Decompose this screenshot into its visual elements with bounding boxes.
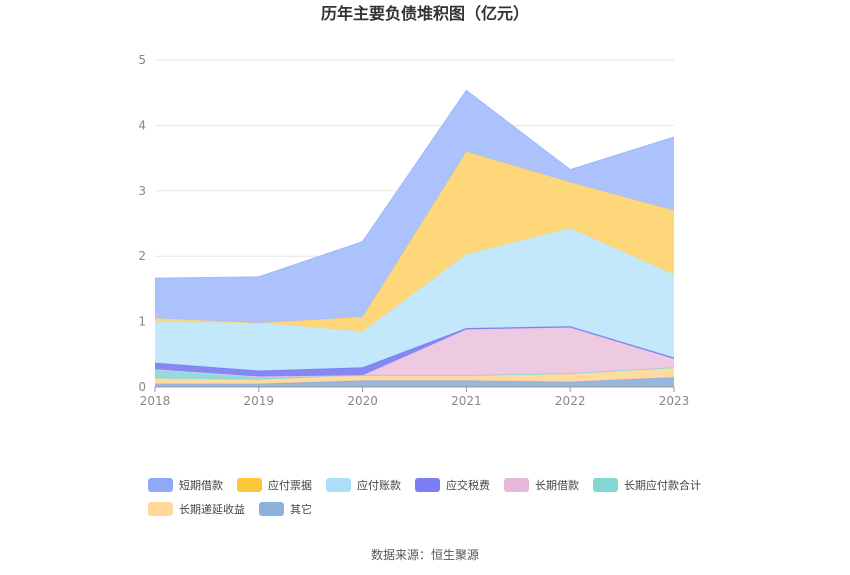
legend-label: 长期应付款合计 bbox=[624, 479, 701, 492]
legend-swatch bbox=[415, 478, 440, 492]
x-tick-label: 2020 bbox=[347, 394, 378, 408]
axes: 0 1 2 3 4 5 2018 2019 2020 2021 2022 2023 bbox=[138, 53, 689, 408]
x-tick-label: 2018 bbox=[140, 394, 171, 408]
area-series bbox=[155, 228, 674, 371]
chart-title: 历年主要负债堆积图（亿元） bbox=[321, 4, 529, 23]
legend: 短期借款 应付票据 应付账款 应交税费 长期借款 长期应付款合计 长期递延收益 bbox=[148, 473, 748, 521]
y-tick-label: 0 bbox=[138, 380, 146, 394]
legend-item-accounts-payable[interactable]: 应付账款 bbox=[326, 477, 401, 493]
y-tick-label: 2 bbox=[138, 249, 146, 263]
legend-label: 其它 bbox=[290, 503, 312, 516]
series-line bbox=[154, 89, 675, 280]
legend-swatch bbox=[148, 478, 173, 492]
legend-swatch bbox=[593, 478, 618, 492]
legend-item-short-term-loans[interactable]: 短期借款 bbox=[148, 477, 223, 493]
y-tick-label: 1 bbox=[138, 315, 146, 329]
legend-swatch bbox=[148, 502, 173, 516]
legend-swatch bbox=[326, 478, 351, 492]
data-source-note: 数据来源：恒生聚源 bbox=[370, 548, 479, 562]
x-tick-label: 2022 bbox=[555, 394, 586, 408]
legend-label: 短期借款 bbox=[179, 479, 223, 492]
area-series bbox=[155, 90, 674, 323]
legend-label: 应交税费 bbox=[446, 479, 490, 492]
y-tick-label: 3 bbox=[138, 184, 146, 198]
legend-label: 长期递延收益 bbox=[179, 503, 245, 516]
legend-swatch bbox=[259, 502, 284, 516]
y-tick-label: 5 bbox=[138, 53, 146, 67]
legend-swatch bbox=[237, 478, 262, 492]
legend-row-2: 长期递延收益 其它 bbox=[148, 497, 748, 521]
area-series bbox=[155, 327, 674, 377]
legend-swatch bbox=[504, 478, 529, 492]
x-tick-label: 2021 bbox=[451, 394, 482, 408]
legend-row-1: 短期借款 应付票据 应付账款 应交税费 长期借款 长期应付款合计 bbox=[148, 473, 748, 497]
area-series bbox=[155, 326, 674, 377]
x-tick-label: 2019 bbox=[244, 394, 275, 408]
legend-item-other[interactable]: 其它 bbox=[259, 501, 312, 517]
legend-item-notes-payable[interactable]: 应付票据 bbox=[237, 477, 312, 493]
legend-label: 长期借款 bbox=[535, 479, 579, 492]
area-series-group bbox=[154, 89, 675, 387]
legend-item-long-term-loans[interactable]: 长期借款 bbox=[504, 477, 579, 493]
legend-label: 应付账款 bbox=[357, 479, 401, 492]
legend-item-long-term-payables[interactable]: 长期应付款合计 bbox=[593, 477, 701, 493]
x-tick-label: 2023 bbox=[659, 394, 690, 408]
legend-label: 应付票据 bbox=[268, 479, 312, 492]
legend-item-deferred-income[interactable]: 长期递延收益 bbox=[148, 501, 245, 517]
y-tick-label: 4 bbox=[138, 118, 146, 132]
legend-item-taxes-payable[interactable]: 应交税费 bbox=[415, 477, 490, 493]
area-series bbox=[155, 151, 674, 332]
area-series bbox=[155, 377, 674, 387]
